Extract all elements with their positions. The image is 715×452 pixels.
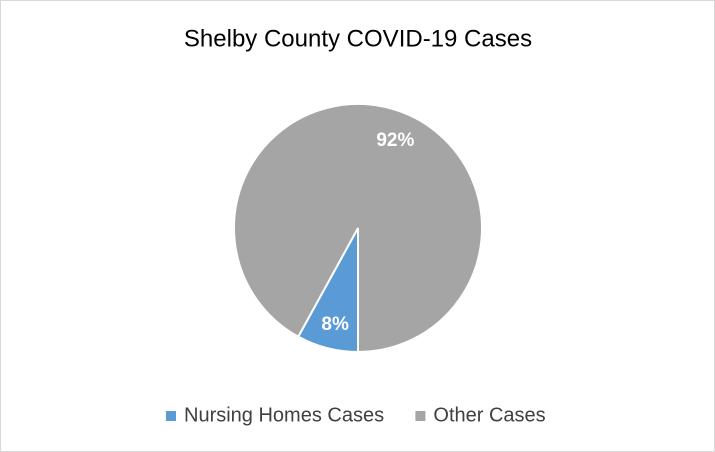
legend-swatch xyxy=(415,411,426,421)
legend-label: Nursing Homes Cases xyxy=(184,404,384,426)
data-label: 92% xyxy=(376,130,414,151)
data-label: 8% xyxy=(321,314,349,335)
chart-title: Shelby County COVID-19 Cases xyxy=(184,25,532,52)
legend-label: Other Cases xyxy=(433,404,545,426)
pie-slice xyxy=(233,103,483,354)
legend-swatch xyxy=(166,411,176,421)
